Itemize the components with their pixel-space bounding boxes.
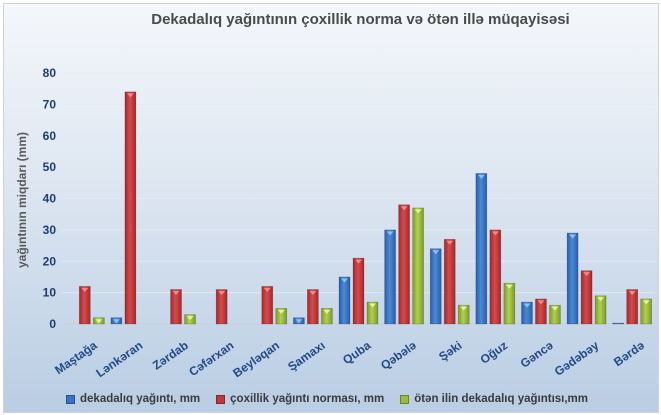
bar-bevel [172,290,180,295]
bar-bevel [491,231,499,236]
bar-red-3 [215,289,228,325]
legend-swatch [400,394,410,404]
bar-green-11 [594,295,607,325]
bar-green-7 [412,207,424,325]
x-tick-label: Şəki [436,338,464,364]
bar-red-10 [535,298,547,325]
bar-red-2 [170,289,182,325]
x-tick-label: Zərdab [150,338,191,372]
bar-bevel [523,303,531,308]
bar-bevel [642,300,650,305]
bar-bevel [369,303,376,308]
legend-label: dekadalıq yağıntı, mm [80,393,201,405]
x-tick-label: Şamaxı [285,338,327,374]
x-tick-label: Gədəbəy [552,338,602,379]
bar-bevel [583,272,591,277]
legend-label: çoxillik yağıntı norması, mm [230,393,385,405]
y-tick-label: 40 [43,192,57,206]
legend: dekadalıq yağıntı, mm çoxillik yağıntı no… [66,393,588,405]
bar-green-4 [275,308,288,325]
bar-bevel [323,309,331,314]
y-tick-label: 20 [43,254,57,268]
chart-frame [3,3,659,413]
bar-bevel [355,259,362,264]
bar-bevel [277,309,285,314]
bar-bevel [112,319,120,324]
x-tick-label: Beyləqan [230,338,282,380]
legend-item: dekadalıq yağıntı, mm [66,393,200,405]
bar-bevel [446,240,454,245]
bar-red-7 [398,204,410,325]
bar-bevel [537,300,545,305]
bar-red-12 [626,289,638,325]
bar-bevel [569,234,577,239]
bar-red-4 [261,286,274,325]
legend-swatch [66,394,75,404]
y-tick-label: 0 [49,317,56,331]
chart-title: Dekadalıq yağıntının çoxillik norma və ö… [151,11,570,28]
legend-item: ötən ilin dekadalıq yağıntısı,mm [400,393,588,405]
x-tick-label: Lənkəran [93,338,145,380]
bar-blue-11 [566,232,579,325]
y-tick-label: 80 [43,66,57,80]
bar-red-5 [307,289,319,325]
bar-green-10 [549,304,561,325]
bar-bevel [186,316,194,321]
y-tick-label: 30 [43,223,57,237]
bar-red-1 [124,91,137,325]
bar-bevel [400,206,408,211]
x-tick-label: Maştağa [52,338,100,377]
y-tick-label: 60 [43,129,57,143]
x-tick-label: Gəncə [518,338,556,371]
legend-swatch [216,394,226,404]
bar-bevel [628,290,636,295]
bar-blue-7 [384,229,396,325]
bar-bevel [386,231,394,236]
x-tick-label: Bərdə [611,338,647,369]
bar-bevel [295,319,303,324]
bar-red-11 [580,270,593,325]
bar-blue-10 [521,301,533,325]
bar-bevel [505,284,513,289]
bar-green-5 [321,308,333,325]
bar-red-8 [443,238,456,325]
bar-bevel [341,278,348,283]
bar-blue-9 [475,173,488,325]
y-tick-label: 50 [43,160,57,174]
bar-bevel [309,290,317,295]
legend-label: ötən ilin dekadalıq yağıntısı,mm [414,393,589,405]
bar-blue-6 [338,276,351,325]
bar-green-8 [457,304,470,325]
bar-bevel [414,209,422,214]
bar-bevel [263,287,271,292]
x-tick-label: Cəfərxan [186,338,236,379]
bar-bevel [218,290,226,295]
bar-red-9 [489,229,502,325]
bar-red-6 [352,257,365,325]
bar-bevel [81,287,89,292]
x-tick-label: Quba [340,338,373,367]
y-tick-label: 70 [43,97,57,111]
bar-bevel [597,297,605,302]
legend-item: çoxillik yağıntı norması, mm [216,393,384,405]
x-tick-label: Oğuz [478,338,511,367]
bar-green-6 [366,301,379,325]
x-tick-label: Qəbələ [378,338,419,373]
bar-bevel [95,319,103,324]
bar-bevel [432,250,440,255]
bar-blue-12 [612,322,624,325]
bar-green-12 [640,298,652,325]
bar-bevel [551,306,559,311]
bar-blue-8 [429,248,442,325]
bar-green-9 [503,282,516,325]
bar-bevel [126,93,134,98]
bar-red-0 [79,286,91,325]
bar-bevel [460,306,468,311]
bar-bevel [477,174,485,179]
y-tick-label: 10 [43,286,57,300]
